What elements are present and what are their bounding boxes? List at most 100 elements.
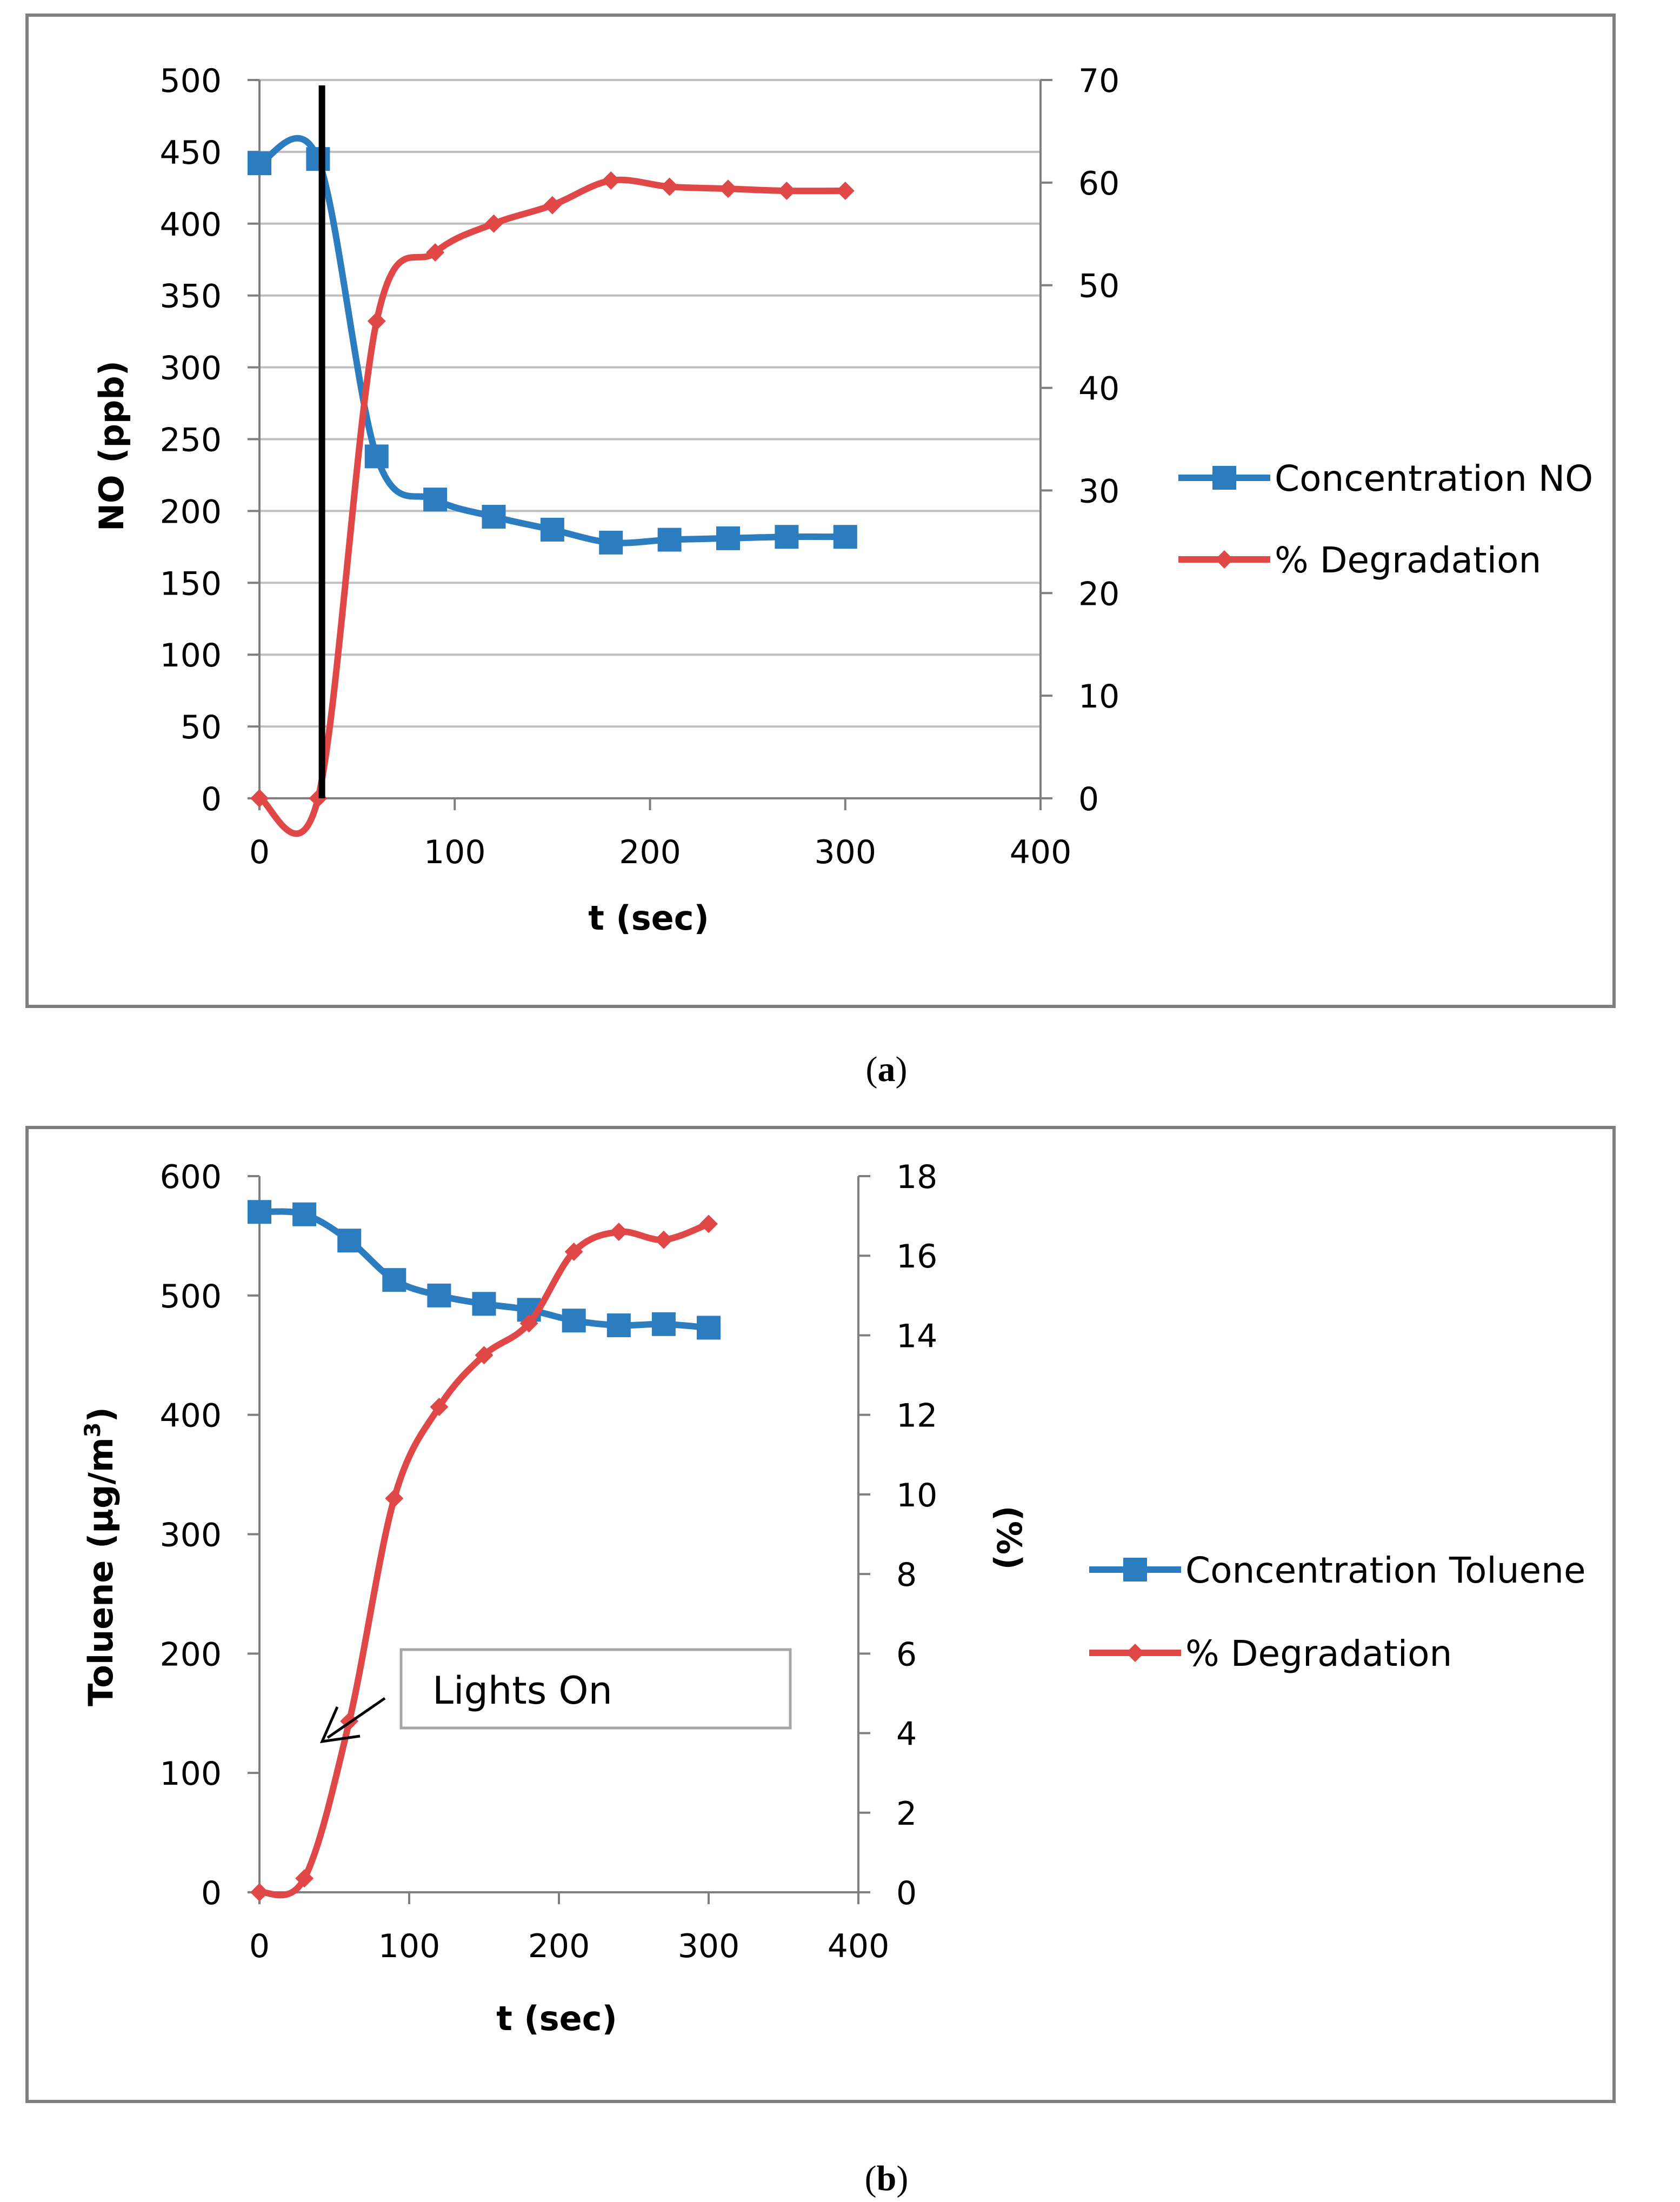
panel-a-x-axis-title: t (sec) bbox=[588, 898, 709, 938]
panel-b-x-axis-title: t (sec) bbox=[496, 1999, 617, 2038]
x-tick-label: 0 bbox=[249, 1927, 270, 1965]
data-point-concentration bbox=[540, 517, 564, 542]
y-tick-label: 200 bbox=[159, 493, 222, 531]
y-tick-label: 200 bbox=[159, 1636, 222, 1673]
data-point-degradation bbox=[699, 1215, 718, 1233]
lights-on-box bbox=[399, 1648, 792, 1730]
y2-tick-label: 40 bbox=[1078, 370, 1119, 408]
data-point-concentration bbox=[716, 526, 740, 550]
panel-b-caption: (b) bbox=[865, 2159, 909, 2198]
y2-tick-label: 2 bbox=[896, 1795, 917, 1833]
y2-tick-label: 10 bbox=[896, 1477, 937, 1514]
panel-a-series bbox=[248, 135, 857, 837]
data-point-degradation bbox=[519, 1314, 538, 1333]
data-point-degradation bbox=[660, 177, 679, 196]
lights-on-annotation: Lights On bbox=[319, 1648, 792, 1744]
data-point-degradation bbox=[777, 182, 796, 201]
y-tick-label: 300 bbox=[159, 1517, 222, 1554]
y-tick-label: 600 bbox=[159, 1158, 222, 1196]
data-point-degradation bbox=[719, 179, 737, 198]
panel-b-y2-tick-labels: 0 2 4 6 8 10 12 14 16 18 bbox=[896, 1158, 937, 1912]
y2-tick-label: 50 bbox=[1078, 268, 1119, 305]
x-tick-label: 400 bbox=[828, 1927, 890, 1965]
data-point-degradation bbox=[543, 196, 562, 215]
data-point-concentration bbox=[657, 528, 682, 552]
lights-on-arrow-shaft bbox=[326, 1697, 386, 1739]
y-tick-label: 100 bbox=[159, 637, 222, 675]
y-tick-label: 50 bbox=[181, 709, 222, 746]
data-point-concentration bbox=[292, 1202, 317, 1226]
panel-b-y2-axis-title: (%) bbox=[989, 1506, 1029, 1570]
data-point-concentration bbox=[775, 525, 799, 549]
x-tick-label: 300 bbox=[678, 1927, 740, 1965]
y2-tick-label: 70 bbox=[1078, 62, 1119, 100]
data-point-degradation bbox=[385, 1489, 404, 1508]
data-point-degradation bbox=[367, 312, 386, 331]
panel-b-x-tick-labels: 0 100 200 300 400 bbox=[249, 1927, 889, 1965]
panel-a-y-axis-title: NO (ppb) bbox=[92, 361, 131, 531]
y-tick-label: 500 bbox=[159, 1278, 222, 1316]
x-tick-label: 400 bbox=[1010, 833, 1072, 871]
data-point-concentration bbox=[382, 1268, 406, 1292]
legend-label: % Degradation bbox=[1185, 1633, 1452, 1674]
panel-b-frame bbox=[25, 1126, 1616, 2103]
y2-tick-label: 0 bbox=[896, 1874, 917, 1912]
y-tick-label: 100 bbox=[159, 1755, 222, 1793]
panel-b-legend: Concentration Toluene % Degradation bbox=[1089, 1550, 1586, 1674]
data-point-concentration bbox=[697, 1316, 721, 1340]
legend-label: % Degradation bbox=[1275, 539, 1541, 581]
y2-tick-label: 12 bbox=[896, 1397, 937, 1435]
x-tick-label: 100 bbox=[378, 1927, 441, 1965]
y-tick-label: 0 bbox=[201, 780, 222, 818]
y2-tick-label: 6 bbox=[896, 1636, 917, 1673]
data-point-degradation bbox=[295, 1869, 314, 1888]
panel-a-x-tick-labels: 0 100 200 300 400 bbox=[249, 833, 1071, 871]
y-tick-label: 400 bbox=[159, 206, 222, 244]
lights-on-arrow-head bbox=[319, 1706, 361, 1744]
x-tick-label: 200 bbox=[528, 1927, 590, 1965]
panel-a-y-tick-labels: 0 50 100 150 200 250 300 350 400 450 500 bbox=[159, 62, 222, 818]
data-point-degradation bbox=[654, 1230, 673, 1249]
data-point-degradation bbox=[426, 243, 445, 262]
panel-a-caption: (a) bbox=[866, 1050, 908, 1089]
y2-tick-label: 60 bbox=[1078, 165, 1119, 203]
data-point-degradation bbox=[602, 171, 621, 190]
y2-tick-label: 8 bbox=[896, 1556, 917, 1594]
panel-b-y-tick-labels: 0 100 200 300 400 500 600 bbox=[159, 1158, 222, 1912]
y-tick-label: 300 bbox=[159, 350, 222, 388]
data-point-concentration bbox=[423, 488, 448, 512]
data-point-concentration bbox=[606, 1313, 631, 1338]
data-point-concentration bbox=[472, 1292, 496, 1316]
x-tick-label: 300 bbox=[814, 833, 876, 871]
x-tick-label: 200 bbox=[619, 833, 681, 871]
x-tick-label: 0 bbox=[249, 833, 270, 871]
legend-label: Concentration Toluene bbox=[1185, 1550, 1586, 1591]
legend-marker bbox=[1126, 1644, 1144, 1662]
data-point-concentration bbox=[427, 1283, 451, 1307]
data-point-degradation bbox=[609, 1223, 628, 1242]
panel-a-y2-tick-labels: 0 10 20 30 40 50 60 70 bbox=[1078, 62, 1119, 818]
y2-tick-label: 20 bbox=[1078, 575, 1119, 613]
y-tick-label: 150 bbox=[159, 565, 222, 603]
y-tick-label: 250 bbox=[159, 422, 222, 459]
legend-marker bbox=[1212, 466, 1236, 490]
y2-tick-label: 0 bbox=[1078, 780, 1099, 818]
data-point-degradation bbox=[564, 1242, 583, 1261]
data-point-concentration bbox=[599, 530, 623, 555]
data-point-degradation bbox=[836, 182, 855, 201]
data-point-concentration bbox=[651, 1312, 676, 1336]
data-point-degradation bbox=[430, 1397, 449, 1416]
panel-a-axes bbox=[248, 79, 1052, 810]
panel-b-y-axis-title: Toluene (µg/m3) bbox=[81, 1407, 121, 1706]
y2-tick-label: 10 bbox=[1078, 678, 1119, 716]
panel-a-legend: Concentration NO % Degradation bbox=[1178, 458, 1593, 581]
y2-tick-label: 4 bbox=[896, 1716, 917, 1753]
y-tick-label: 400 bbox=[159, 1397, 222, 1435]
data-point-concentration bbox=[833, 525, 857, 549]
panel-b-series bbox=[248, 1200, 721, 1901]
data-point-degradation bbox=[250, 1883, 269, 1901]
legend-label: Concentration NO bbox=[1275, 458, 1593, 499]
y-tick-label: 450 bbox=[159, 134, 222, 172]
